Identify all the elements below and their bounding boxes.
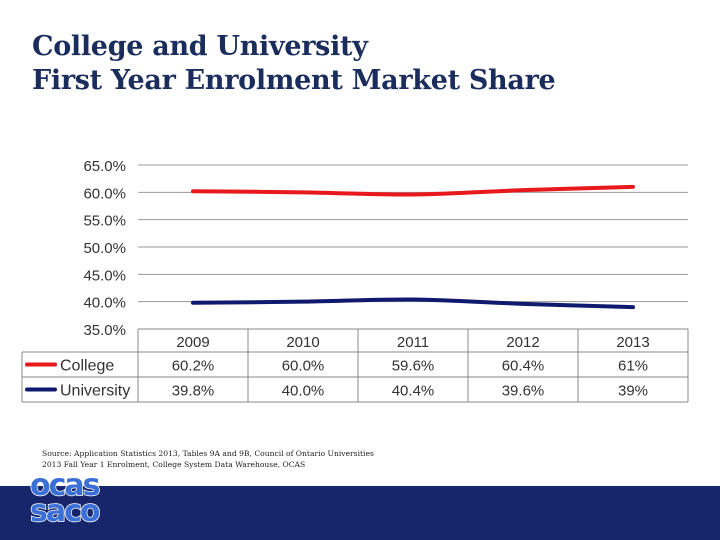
slide-title-line-1: College and University xyxy=(32,31,368,62)
y-tick-label: 60.0% xyxy=(83,185,126,202)
x-category-label: 2012 xyxy=(506,334,539,351)
legend-label-college: College xyxy=(60,358,114,375)
slide-title-line-2: First Year Enrolment Market Share xyxy=(32,65,556,96)
table-cell-college: 60.0% xyxy=(282,358,325,375)
y-tick-label: 40.0% xyxy=(83,295,126,312)
table-cell-university: 39.8% xyxy=(172,383,215,400)
x-category-label: 2009 xyxy=(176,334,209,351)
y-tick-label: 35.0% xyxy=(83,322,126,339)
source-line-1: Source: Application Statistics 2013, Tab… xyxy=(42,449,374,458)
ocas-logo: ocas saco xyxy=(29,468,102,528)
table-cell-university: 40.0% xyxy=(282,383,325,400)
table-cell-college: 60.4% xyxy=(502,358,545,375)
series-line-university xyxy=(191,297,635,310)
logo-text-bottom: saco xyxy=(30,494,100,528)
source-line-2: 2013 Fall Year 1 Enrolment, College Syst… xyxy=(42,460,306,469)
x-category-label: 2010 xyxy=(286,334,319,351)
y-tick-label: 65.0% xyxy=(83,158,126,175)
legend-label-university: University xyxy=(60,383,130,400)
x-category-label: 2011 xyxy=(397,334,429,351)
series-line-college xyxy=(191,184,635,197)
x-category-label: 2013 xyxy=(616,334,649,351)
footer-band xyxy=(0,486,720,540)
table-cell-college: 60.2% xyxy=(172,358,215,375)
table-cell-college: 59.6% xyxy=(392,358,435,375)
y-tick-label: 50.0% xyxy=(83,240,126,257)
slide-title: College and University First Year Enrolm… xyxy=(32,30,556,98)
source-note: Source: Application Statistics 2013, Tab… xyxy=(42,448,374,470)
table-cell-university: 40.4% xyxy=(392,383,435,400)
logo-text-top: ocas xyxy=(30,468,100,503)
y-tick-label: 55.0% xyxy=(83,213,126,230)
table-cell-college: 61% xyxy=(618,358,648,375)
table-cell-university: 39.6% xyxy=(502,383,545,400)
y-tick-label: 45.0% xyxy=(83,267,126,284)
table-cell-university: 39% xyxy=(618,383,648,400)
